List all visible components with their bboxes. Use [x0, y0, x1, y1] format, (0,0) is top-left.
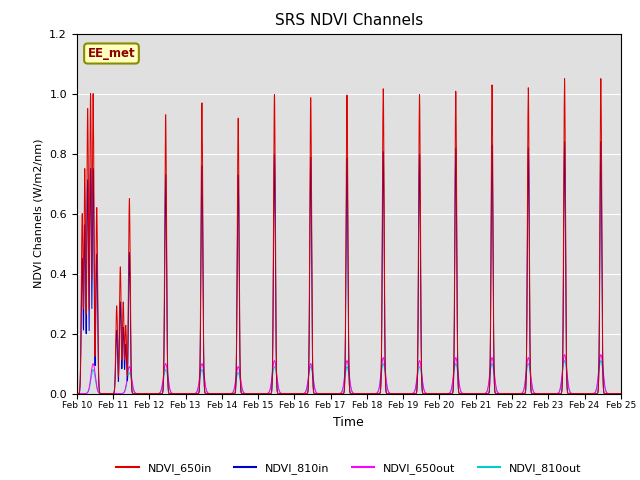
Text: EE_met: EE_met: [88, 47, 135, 60]
Legend: NDVI_650in, NDVI_810in, NDVI_650out, NDVI_810out: NDVI_650in, NDVI_810in, NDVI_650out, NDV…: [112, 458, 586, 478]
Title: SRS NDVI Channels: SRS NDVI Channels: [275, 13, 423, 28]
Y-axis label: NDVI Channels (W/m2/nm): NDVI Channels (W/m2/nm): [34, 139, 44, 288]
X-axis label: Time: Time: [333, 416, 364, 429]
